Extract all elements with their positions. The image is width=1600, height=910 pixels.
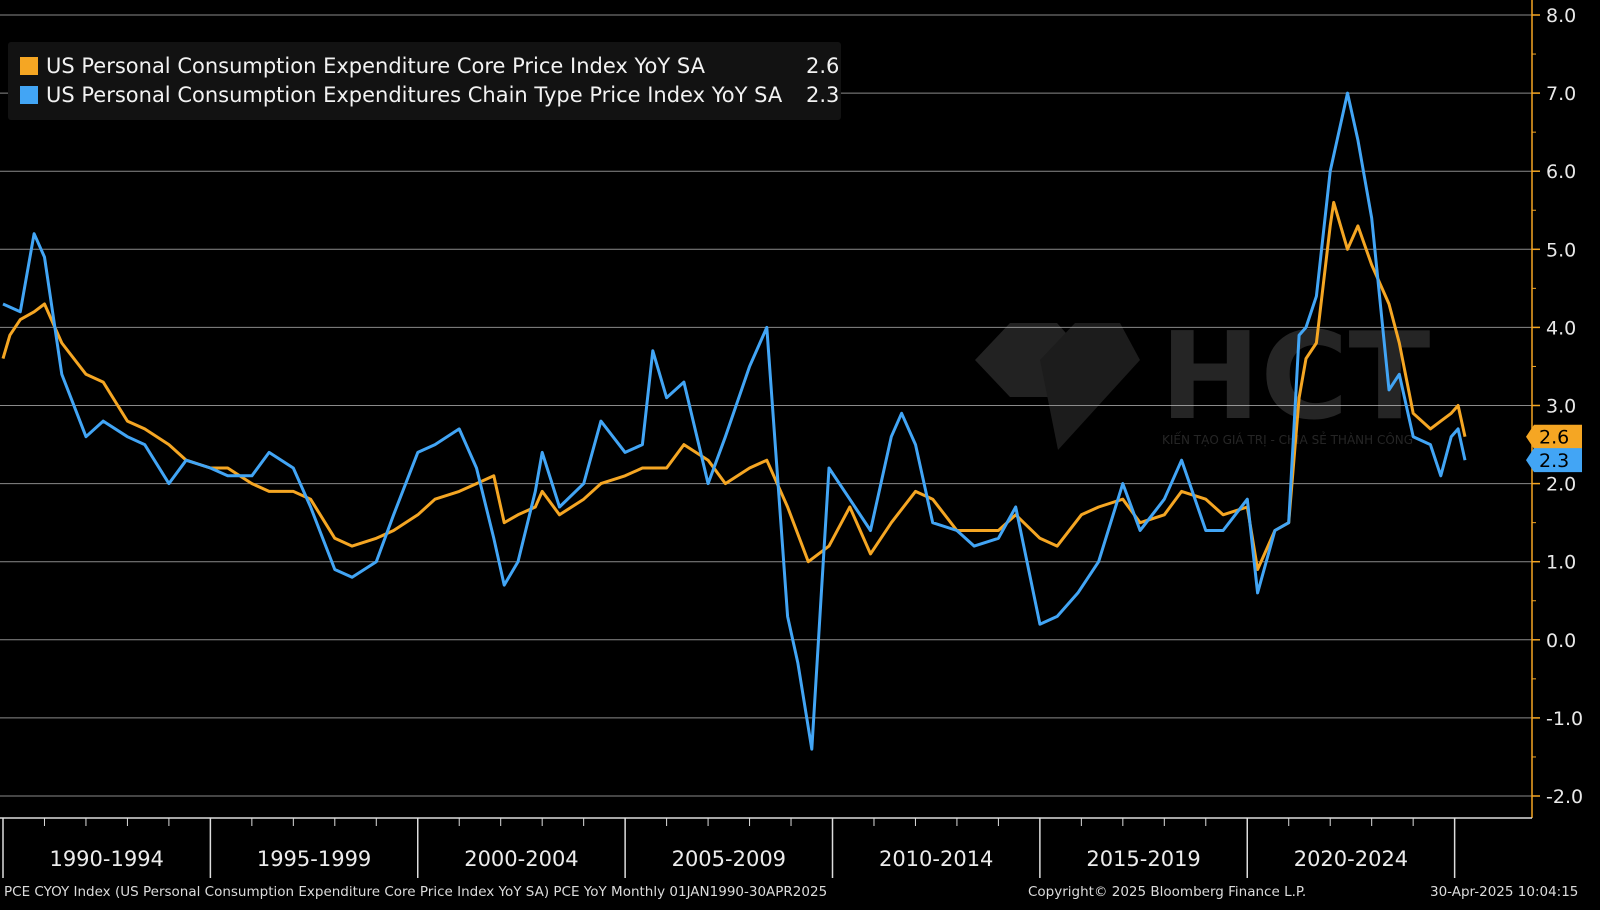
y-tick-label: -1.0 bbox=[1546, 708, 1583, 730]
legend-value-core: 2.6 bbox=[806, 54, 840, 78]
y-tick-label: 2.0 bbox=[1546, 474, 1576, 496]
legend: US Personal Consumption Expenditure Core… bbox=[8, 42, 841, 120]
y-tick-label: 0.0 bbox=[1546, 630, 1576, 652]
y-tick-label: 1.0 bbox=[1546, 552, 1576, 574]
legend-label-core: US Personal Consumption Expenditure Core… bbox=[46, 54, 705, 78]
y-tick-label: 7.0 bbox=[1546, 83, 1576, 105]
last-value-tag-bg bbox=[1526, 448, 1582, 473]
legend-value-headline: 2.3 bbox=[806, 83, 840, 107]
x-tick-label: 1995-1999 bbox=[257, 847, 371, 871]
legend-swatch-headline bbox=[20, 86, 38, 104]
x-tick-label: 2020-2024 bbox=[1294, 847, 1408, 871]
legend-label-headline: US Personal Consumption Expenditures Cha… bbox=[46, 83, 783, 107]
series-layer bbox=[1, 91, 1467, 751]
footer-copyright: Copyright© 2025 Bloomberg Finance L.P. bbox=[1028, 884, 1307, 900]
y-tick-label: 6.0 bbox=[1546, 161, 1576, 183]
watermark-tagline: KIẾN TẠO GIÁ TRỊ - CHIA SẺ THÀNH CÔNG bbox=[1162, 431, 1413, 447]
last-value-labels: 2.62.3 bbox=[1526, 424, 1582, 473]
last-value-tag-core: 2.6 bbox=[1526, 424, 1582, 449]
last-value-tag-text: 2.3 bbox=[1539, 450, 1569, 472]
y-tick-label: 8.0 bbox=[1546, 5, 1576, 27]
series-line-headline bbox=[2, 91, 1467, 751]
legend-item-headline: US Personal Consumption Expenditures Cha… bbox=[20, 81, 839, 109]
x-tick-label: 2010-2014 bbox=[879, 847, 993, 871]
footer-source: PCE CYOY Index (US Personal Consumption … bbox=[4, 884, 828, 900]
y-tick-label: 5.0 bbox=[1546, 239, 1576, 261]
x-tick-label: 1990-1994 bbox=[49, 847, 163, 871]
watermark: HCT KIẾN TẠO GIÁ TRỊ - CHIA SẺ THÀNH CÔN… bbox=[975, 308, 1430, 450]
x-tick-label: 2000-2004 bbox=[464, 847, 578, 871]
x-tick-label: 2015-2019 bbox=[1086, 847, 1200, 871]
y-axis: 8.0 7.0 6.0 5.0 4.0 3.0 2.0 1.0 0.0 -1.0 -2.0 bbox=[1531, 0, 1583, 818]
last-value-tag-text: 2.6 bbox=[1539, 427, 1569, 449]
last-value-tag-bg bbox=[1526, 424, 1582, 449]
y-tick-label: 4.0 bbox=[1546, 317, 1576, 339]
x-tick-label: 2005-2009 bbox=[672, 847, 786, 871]
diamond-logo-icon-right bbox=[1040, 323, 1140, 450]
legend-swatch-core bbox=[20, 57, 38, 75]
legend-item-core: US Personal Consumption Expenditure Core… bbox=[20, 52, 839, 80]
diamond-logo-icon bbox=[975, 323, 1090, 397]
y-tick-label: -2.0 bbox=[1546, 786, 1583, 808]
x-axis: 1990-1994 1995-1999 2000-2004 2005-2009 2010… bbox=[0, 817, 1532, 878]
footer-timestamp: 30-Apr-2025 10:04:15 bbox=[1430, 884, 1579, 900]
last-value-tag-headline: 2.3 bbox=[1526, 448, 1582, 473]
y-tick-label: 3.0 bbox=[1546, 396, 1576, 418]
